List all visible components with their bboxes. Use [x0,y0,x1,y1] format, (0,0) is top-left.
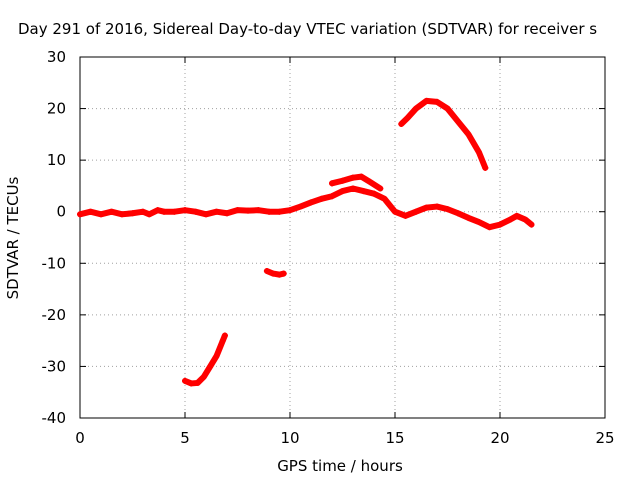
data-point [444,105,451,112]
x-tick-label: 15 [385,429,404,447]
data-point [497,221,503,228]
data-point [297,203,304,210]
data-point [146,211,153,218]
data-point [465,131,472,138]
x-tick-label: 10 [280,429,299,447]
series-band-3 [398,97,489,171]
data-point [280,270,287,277]
data-point [219,337,226,344]
y-axis-label: SDTVAR / TECUs [4,176,22,299]
data-point [188,380,195,387]
axis-ticks: 0 5 10 15 20 25 -40 -30 -20 -10 0 10 20 30 [42,48,615,447]
data-point [207,363,214,370]
data-point [182,377,188,384]
data-point [486,224,493,231]
data-point [413,105,419,112]
data-point [308,199,314,206]
data-point [245,207,251,214]
x-tick-label: 0 [75,429,85,447]
data-point [339,188,346,195]
x-tick-label: 5 [180,429,190,447]
data-point [476,219,482,226]
data-point [455,118,461,125]
data-point [366,178,373,185]
data-series [77,97,535,387]
x-axis-label: GPS time / hours [277,457,403,475]
data-point [404,114,411,121]
data-point [213,208,220,215]
data-point [213,353,220,360]
data-point [371,190,377,197]
data-point [224,210,230,217]
data-point [200,373,207,380]
data-point [182,207,188,214]
data-point [392,208,398,215]
data-point [455,210,461,217]
data-point [434,98,440,105]
data-point [350,185,356,192]
data-point [360,188,367,195]
y-tick-label: 0 [56,203,66,221]
data-point [77,211,83,218]
data-point [329,193,335,200]
y-tick-label: -10 [42,254,67,272]
data-point [522,216,529,223]
y-tick-label: -40 [42,409,67,427]
data-point [221,332,228,339]
x-tick-label: 20 [490,429,509,447]
data-point [87,208,94,215]
data-point [507,216,514,223]
data-point [129,210,136,217]
data-point [263,268,270,275]
data-point [266,208,272,215]
data-point [140,208,146,215]
data-point [276,208,283,215]
data-point [528,221,535,228]
data-point [423,204,430,211]
plot-frame [79,56,606,419]
data-point [318,195,325,202]
data-point [513,212,520,219]
data-point [154,207,161,214]
data-point [194,379,201,386]
data-point [465,214,472,221]
data-point [350,174,356,181]
y-tick-label: 30 [47,48,66,66]
data-point [339,177,346,184]
y-tick-label: 10 [47,151,66,169]
data-point [255,207,262,214]
data-point [476,149,482,156]
data-point [444,206,451,213]
data-point [276,271,283,278]
data-point [98,211,104,218]
data-point [434,203,440,210]
data-point [482,164,489,171]
data-point [171,208,178,215]
data-point [234,207,241,214]
series-band-1 [77,185,535,231]
data-point [161,208,167,215]
data-point [270,270,277,277]
data-point [329,180,335,187]
data-point [377,185,384,192]
data-point [203,211,209,218]
data-point [423,97,430,104]
data-point [287,207,293,214]
data-point [119,211,125,218]
y-tick-label: -20 [42,306,67,324]
data-point [413,208,419,215]
grid [80,57,605,418]
data-point [358,173,365,180]
data-point [398,121,405,128]
data-point [108,208,115,215]
data-point [381,195,388,202]
data-point [192,208,199,215]
chart-title: Day 291 of 2016, Sidereal Day-to-day VTE… [18,20,597,38]
y-tick-label: -30 [42,357,67,375]
data-point [402,212,409,219]
x-tick-label: 25 [595,429,614,447]
y-tick-label: 20 [47,100,66,118]
